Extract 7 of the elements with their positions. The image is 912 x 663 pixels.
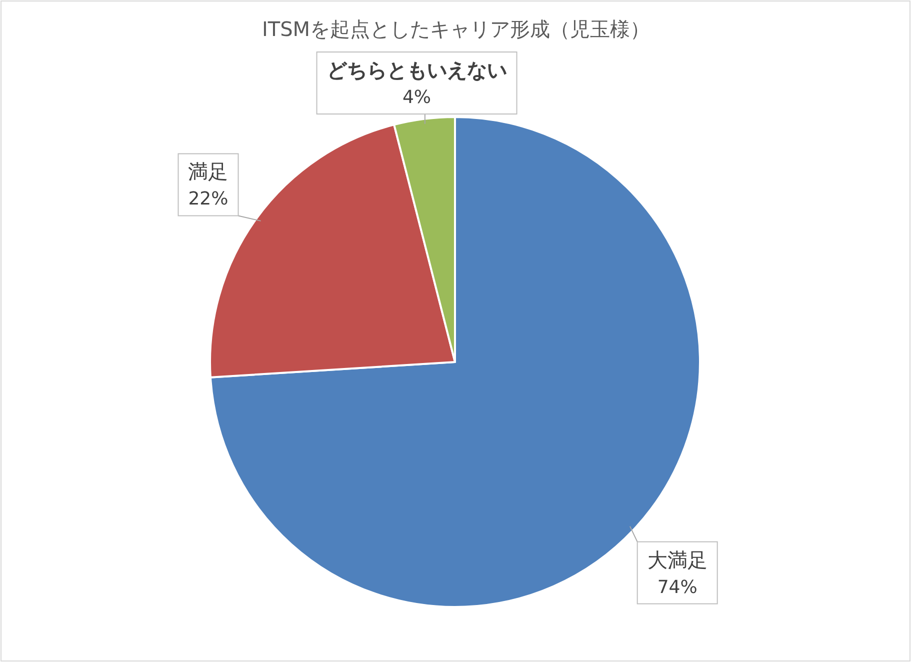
- data-label: 74%: [657, 576, 698, 598]
- slice-label: 大満足: [647, 548, 708, 572]
- chart-title: ITSMを起点としたキャリア形成（児玉様）: [262, 17, 650, 41]
- data-label: 22%: [188, 188, 228, 210]
- slice-label: どちらともいえない: [326, 58, 507, 82]
- data-label: 4%: [402, 87, 432, 108]
- slice-label: 満足: [188, 160, 228, 184]
